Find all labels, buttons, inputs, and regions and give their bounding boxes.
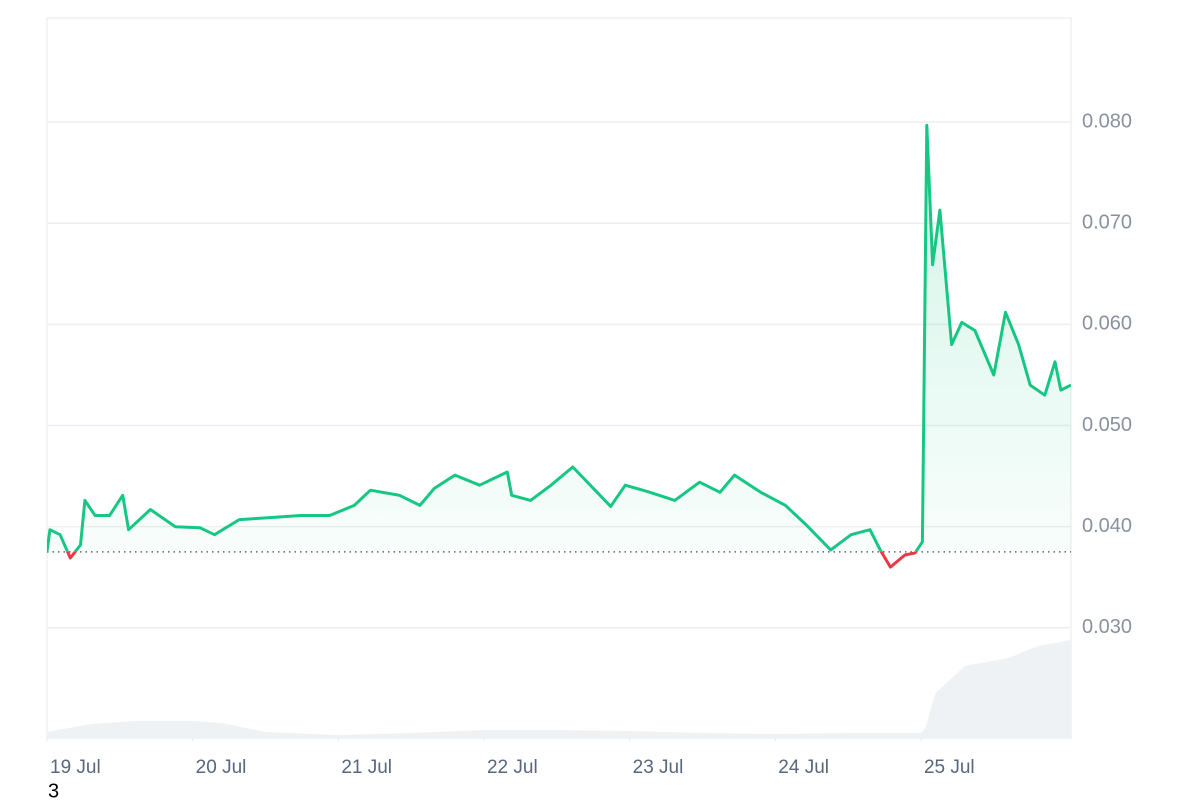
y-tick-label: 0.080 [1082,110,1132,132]
y-tick-label: 0.070 [1082,212,1132,234]
x-tick-label: 24 Jul [778,757,829,778]
footer-text: 3 [48,780,59,800]
y-tick-label: 0.040 [1082,515,1132,537]
x-tick-label: 22 Jul [487,757,538,778]
x-tick-label: 23 Jul [633,757,684,778]
x-tick-label: 25 Jul [924,757,975,778]
y-tick-label: 0.050 [1082,414,1132,436]
plot-frame [46,17,1072,739]
price-area [47,125,1071,552]
y-tick-label: 0.030 [1082,616,1132,638]
x-tick-label: 19 Jul [50,757,101,778]
x-tick-label: 21 Jul [341,757,392,778]
volume-area [47,640,1071,738]
price-line [47,123,1071,552]
y-tick-label: 0.060 [1082,313,1132,335]
x-tick-label: 20 Jul [196,757,247,778]
